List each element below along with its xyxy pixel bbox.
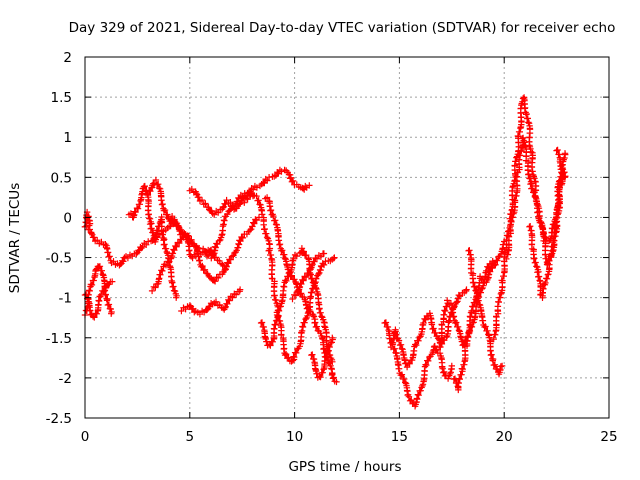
y-tick-label: -0.5 <box>46 251 72 267</box>
y-axis-label: SDTVAR / TECUs <box>7 183 23 293</box>
x-tick-label: 15 <box>391 429 408 445</box>
data-trace-t23 <box>553 146 569 181</box>
data-trace-t11 <box>262 194 340 386</box>
grid-lines <box>85 57 609 418</box>
data-trace-t4 <box>81 208 94 230</box>
data-trace-t13 <box>289 250 328 303</box>
y-tick-label: 0 <box>63 210 72 226</box>
x-tick-label: 25 <box>600 429 617 445</box>
x-tick-label: 20 <box>496 429 513 445</box>
data-trace-t22 <box>526 166 567 301</box>
y-tick-label: 1.5 <box>51 90 72 106</box>
data-trace-t14 <box>308 334 336 381</box>
data-trace-t18 <box>450 238 508 394</box>
data-trace-t5 <box>125 182 180 301</box>
plot-frame <box>84 56 610 419</box>
x-tick-label: 5 <box>186 429 195 445</box>
y-tick-label: -2.5 <box>46 411 72 427</box>
data-trace-t9 <box>186 166 313 218</box>
y-tick-label: 0.5 <box>51 170 72 186</box>
axis-ticks: 0 5 10 15 20 25 -2.5 -2 -1.5 -1 -0.5 0 0.5 1 1.5 2 <box>46 50 618 445</box>
plot-area <box>81 94 569 410</box>
data-trace-t7 <box>148 214 263 295</box>
data-trace-t19 <box>465 247 506 378</box>
y-tick-label: 1 <box>63 130 72 146</box>
y-tick-label: 2 <box>63 50 72 66</box>
data-trace-t8 <box>178 286 244 318</box>
y-tick-label: -2 <box>59 371 72 387</box>
x-axis-label: GPS time / hours <box>288 459 401 475</box>
y-tick-label: -1.5 <box>46 331 72 347</box>
x-tick-label: 0 <box>81 429 90 445</box>
x-tick-label: 10 <box>286 429 303 445</box>
y-tick-label: -1 <box>59 291 72 307</box>
data-trace-t12 <box>257 245 336 365</box>
chart-title: Day 329 of 2021, Sidereal Day-to-day VTE… <box>69 20 616 36</box>
